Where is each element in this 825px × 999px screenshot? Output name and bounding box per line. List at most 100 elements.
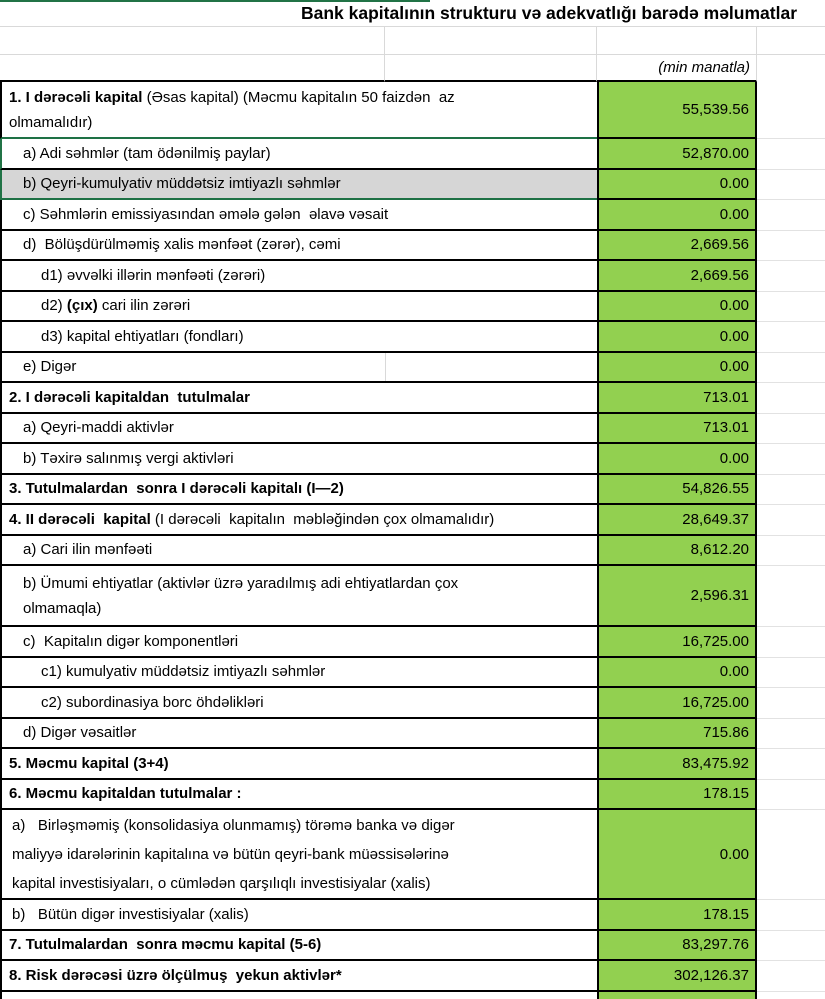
gutter-cell[interactable]	[757, 749, 825, 780]
gutter-cell[interactable]	[757, 230, 825, 261]
unit-cell[interactable]: (min manatla)	[597, 55, 757, 82]
row-label-cell[interactable]: b) Ümumi ehtiyatlar (aktivlər üzrə yarad…	[0, 566, 597, 627]
row-label-cell[interactable]: d) Bölüşdürülməmiş xalis mənfəət (zərər)…	[0, 230, 597, 261]
row-value-cell[interactable]: 83,297.76	[597, 930, 757, 961]
row-value-cell[interactable]: 0.00	[597, 169, 757, 200]
page-title[interactable]: Bank kapitalının strukturu və adekvatlığ…	[301, 2, 797, 23]
empty-cell-b[interactable]	[385, 27, 597, 55]
table-row: 2. I dərəcəli kapitaldan tutulmalar 713.0…	[0, 383, 825, 414]
row-label-text: d2) (çıx) cari ilin zərəri	[41, 297, 191, 315]
gutter-cell[interactable]	[757, 900, 825, 931]
row-label-cell[interactable]: a) Birləşməmiş (konsolidasiya olunmamış)…	[0, 810, 597, 900]
table-row: 3. Tutulmalardan sonra I dərəcəli kapita…	[0, 474, 825, 505]
row-label-cell[interactable]: 8. Risk dərəcəsi üzrə ölçülmuş yekun akt…	[0, 961, 597, 992]
row-value-cell[interactable]: 178.15	[597, 900, 757, 931]
row-value-cell[interactable]: 0.00	[597, 810, 757, 900]
gutter-cell[interactable]	[757, 444, 825, 475]
row-value-cell[interactable]: 83,475.92	[597, 749, 757, 780]
row-label-text: c1) kumulyativ müddətsiz imtiyazlı səhml…	[41, 663, 326, 681]
gutter-cell[interactable]	[757, 200, 825, 231]
gutter-cell[interactable]	[757, 657, 825, 688]
unit-cell-gutter[interactable]	[757, 55, 825, 82]
gutter-cell[interactable]	[757, 627, 825, 658]
row-value-cell[interactable]: 0.00	[597, 322, 757, 353]
empty-cell-gutter[interactable]	[757, 27, 825, 55]
gutter-cell[interactable]	[757, 322, 825, 353]
row-label-cell[interactable]: a) Adi səhmlər (tam ödənilmiş paylar)	[0, 139, 597, 170]
row-value-cell[interactable]: 54,826.55	[597, 474, 757, 505]
row-label-cell[interactable]: b) Təxirə salınmış vergi aktivləri	[0, 444, 597, 475]
row-value-cell[interactable]: 178.15	[597, 779, 757, 810]
gutter-cell[interactable]	[757, 961, 825, 992]
row-value-cell[interactable]: 0.00	[597, 352, 757, 383]
row-label-cell[interactable]: d) Digər vəsaitlər	[0, 718, 597, 749]
empty-cell-c[interactable]	[597, 27, 757, 55]
row-value-cell[interactable]: 16,725.00	[597, 627, 757, 658]
row-value-cell[interactable]: 302,126.37	[597, 961, 757, 992]
row-value-cell[interactable]: 0.00	[597, 444, 757, 475]
row-value-cell[interactable]: 0.00	[597, 200, 757, 231]
empty-cell-a[interactable]	[0, 27, 385, 55]
row-value-cell[interactable]: 713.01	[597, 383, 757, 414]
gutter-cell[interactable]	[757, 413, 825, 444]
gutter-cell[interactable]	[757, 566, 825, 627]
gutter-cell[interactable]	[757, 718, 825, 749]
gutter-cell[interactable]	[757, 535, 825, 566]
row-label-cell[interactable]: a) Qeyri-maddi aktivlər	[0, 413, 597, 444]
gutter-cell[interactable]	[757, 810, 825, 900]
sliver-value-cell[interactable]	[597, 991, 757, 999]
row-value-cell[interactable]: 55,539.56	[597, 82, 757, 139]
row-value-cell[interactable]: 52,870.00	[597, 139, 757, 170]
row-label-text: 8. Risk dərəcəsi üzrə ölçülmuş yekun akt…	[9, 966, 342, 984]
row-value-cell[interactable]: 2,669.56	[597, 230, 757, 261]
row-value-cell[interactable]: 0.00	[597, 291, 757, 322]
unit-cell-a[interactable]	[0, 55, 385, 82]
row-value-cell[interactable]: 2,596.31	[597, 566, 757, 627]
row-label-cell[interactable]: c) Kapitalın digər komponentləri	[0, 627, 597, 658]
row-value-cell[interactable]: 2,669.56	[597, 261, 757, 292]
row-label-cell[interactable]: 6. Məcmu kapitaldan tutulmalar :	[0, 779, 597, 810]
row-value-cell[interactable]: 28,649.37	[597, 505, 757, 536]
gutter-cell[interactable]	[757, 779, 825, 810]
gutter-cell[interactable]	[757, 688, 825, 719]
row-label-cell[interactable]: d3) kapital ehtiyatları (fondları)	[0, 322, 597, 353]
sliver-label-cell[interactable]	[0, 991, 597, 999]
row-label-cell[interactable]: d2) (çıx) cari ilin zərəri	[0, 291, 597, 322]
unit-cell-b[interactable]	[385, 55, 597, 82]
row-value-cell[interactable]: 16,725.00	[597, 688, 757, 719]
row-label-text: d) Bölüşdürülməmiş xalis mənfəət (zərər)…	[23, 236, 341, 254]
row-label-cell[interactable]: b) Bütün digər investisiyalar (xalis)	[0, 900, 597, 931]
gutter-cell[interactable]	[757, 261, 825, 292]
gutter-cell[interactable]	[757, 139, 825, 170]
row-label-cell[interactable]: a) Cari ilin mənfəəti	[0, 535, 597, 566]
row-label-cell[interactable]: d1) əvvəlki illərin mənfəəti (zərəri)	[0, 261, 597, 292]
row-value-cell[interactable]: 0.00	[597, 657, 757, 688]
sliver-gutter-cell[interactable]	[757, 991, 825, 999]
row-label-cell[interactable]: c) Səhmlərin emissiyasından əmələ gələn …	[0, 200, 597, 231]
row-label-cell[interactable]: 4. II dərəcəli kapital (I dərəcəli kapit…	[0, 505, 597, 536]
row-label-cell[interactable]: 7. Tutulmalardan sonra məcmu kapital (5-…	[0, 930, 597, 961]
row-label-cell[interactable]: c1) kumulyativ müddətsiz imtiyazlı səhml…	[0, 657, 597, 688]
row-label-cell[interactable]: 2. I dərəcəli kapitaldan tutulmalar	[0, 383, 597, 414]
row-label-cell[interactable]: 1. I dərəcəli kapital (Əsas kapital) (Mə…	[0, 82, 597, 139]
gutter-cell[interactable]	[757, 169, 825, 200]
gutter-cell[interactable]	[757, 505, 825, 536]
row-value-cell[interactable]: 715.86	[597, 718, 757, 749]
table-row: b) Qeyri-kumulyativ müddətsiz imtiyazlı …	[0, 169, 825, 200]
row-value-cell[interactable]: 713.01	[597, 413, 757, 444]
row-label-text: 7. Tutulmalardan sonra məcmu kapital (5-…	[9, 936, 322, 954]
row-label-cell[interactable]: c2) subordinasiya borc öhdəlikləri	[0, 688, 597, 719]
row-label-cell[interactable]: 3. Tutulmalardan sonra I dərəcəli kapita…	[0, 474, 597, 505]
gutter-cell[interactable]	[757, 352, 825, 383]
gutter-cell[interactable]	[757, 930, 825, 961]
row-label-text: a) Cari ilin mənfəəti	[23, 541, 153, 559]
table-row: 6. Məcmu kapitaldan tutulmalar : 178.15	[0, 779, 825, 810]
row-value-cell[interactable]: 8,612.20	[597, 535, 757, 566]
gutter-cell[interactable]	[757, 82, 825, 139]
row-label-cell[interactable]: b) Qeyri-kumulyativ müddətsiz imtiyazlı …	[0, 169, 597, 200]
row-label-cell[interactable]: e) Digər	[0, 352, 597, 383]
gutter-cell[interactable]	[757, 383, 825, 414]
row-label-cell[interactable]: 5. Məcmu kapital (3+4)	[0, 749, 597, 780]
gutter-cell[interactable]	[757, 474, 825, 505]
gutter-cell[interactable]	[757, 291, 825, 322]
